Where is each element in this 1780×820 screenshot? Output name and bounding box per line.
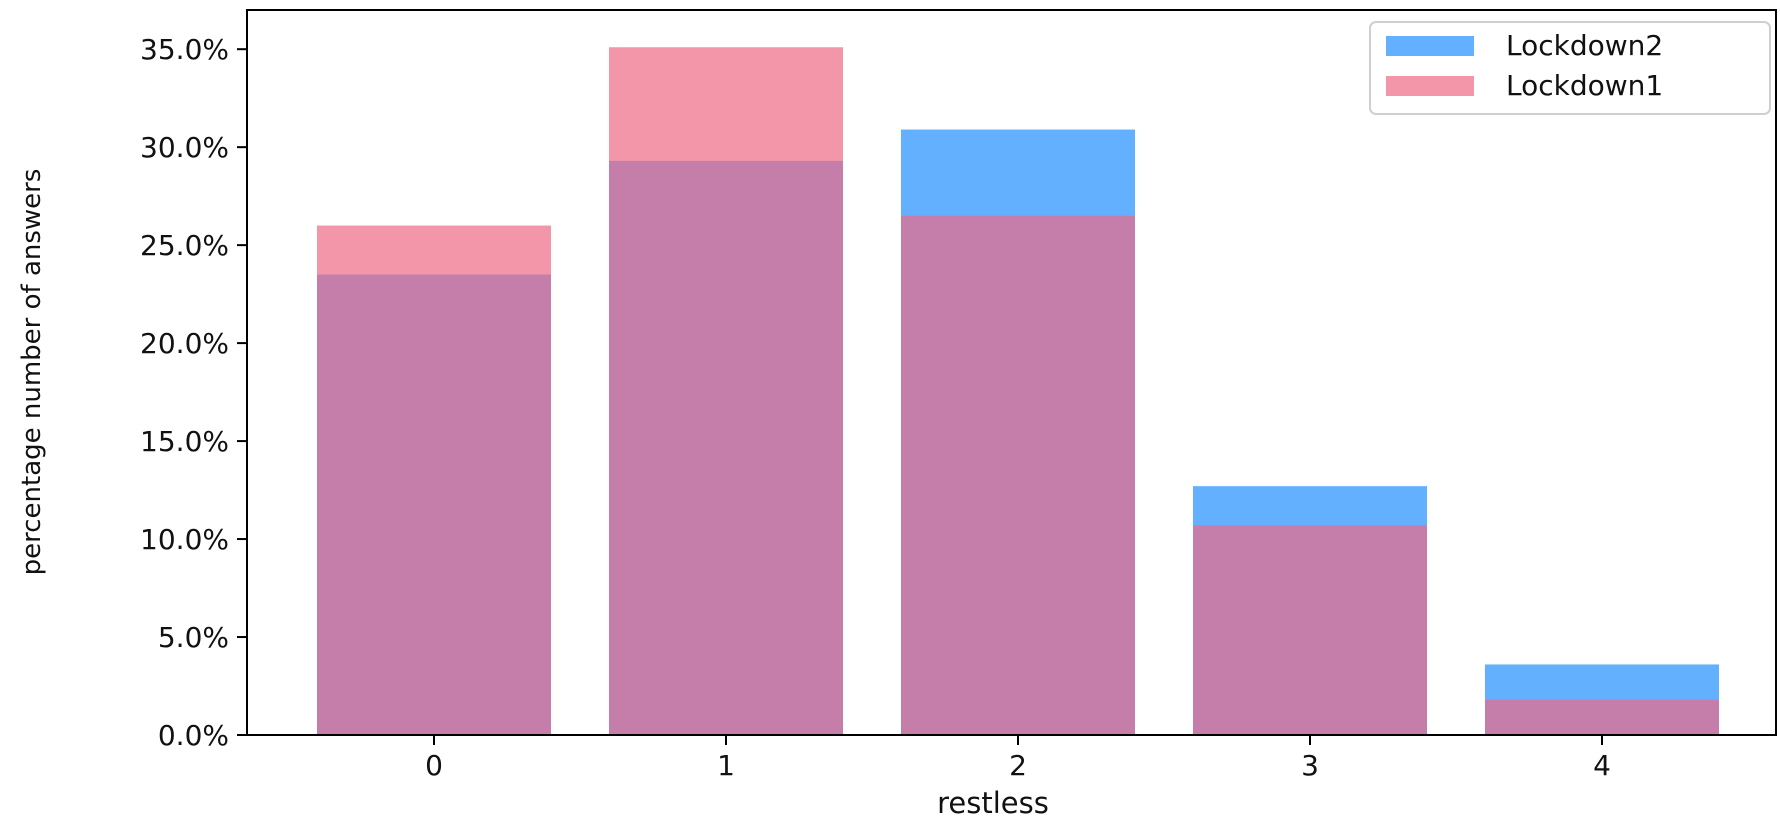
x-tick-label: 4 — [1593, 749, 1611, 782]
legend-label-lockdown1: Lockdown1 — [1506, 69, 1663, 102]
legend-swatch-lockdown2 — [1386, 36, 1474, 56]
legend-swatch-lockdown1 — [1386, 76, 1474, 96]
axes-group — [246, 9, 1777, 736]
x-tick-label: 0 — [425, 749, 443, 782]
bar-lockdown1-2 — [901, 215, 1135, 736]
y-tick-label: 15.0% — [140, 425, 229, 458]
x-axis-label: restless — [937, 786, 1049, 820]
y-tick-label: 30.0% — [140, 131, 229, 164]
y-tick-label: 10.0% — [140, 523, 229, 556]
y-tick-label: 5.0% — [158, 621, 229, 654]
plot-frame — [246, 9, 1777, 736]
bar-lockdown1-1 — [609, 47, 843, 735]
bar-lockdown1-3 — [1193, 525, 1427, 735]
y-tick-label: 0.0% — [158, 719, 229, 752]
legend: Lockdown2 Lockdown1 — [1369, 21, 1771, 115]
bars-group — [317, 47, 1719, 736]
ticks-group: 0.0% 5.0% 10.0% 15.0% 20.0% 25.0% 30.0% 35.0% 0 1… — [140, 33, 1611, 782]
y-tick-label: 25.0% — [140, 229, 229, 262]
bar-lockdown1-0 — [317, 225, 551, 736]
x-tick-label: 2 — [1009, 749, 1027, 782]
x-tick-label: 1 — [717, 749, 735, 782]
y-axis-label: percentage number of answers — [17, 169, 47, 576]
bar-lockdown1-4 — [1485, 699, 1719, 735]
y-tick-label: 35.0% — [140, 33, 229, 66]
y-tick-label: 20.0% — [140, 327, 229, 360]
x-tick-label: 3 — [1301, 749, 1319, 782]
legend-label-lockdown2: Lockdown2 — [1506, 29, 1663, 62]
